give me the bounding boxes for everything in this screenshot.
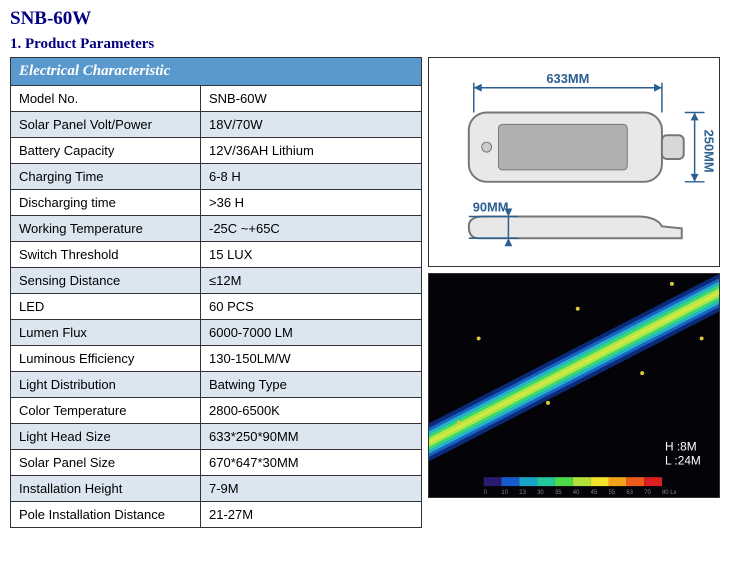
- svg-text:30: 30: [538, 490, 545, 496]
- spec-value: 12V/36AH Lithium: [201, 138, 422, 164]
- spec-label: Lumen Flux: [11, 320, 201, 346]
- spec-value: 6-8 H: [201, 164, 422, 190]
- svg-text:35: 35: [555, 490, 562, 496]
- table-row: Light Head Size633*250*90MM: [11, 424, 422, 450]
- spec-label: Working Temperature: [11, 216, 201, 242]
- spec-label: Light Distribution: [11, 372, 201, 398]
- spec-table-header: Electrical Characteristic: [11, 58, 422, 86]
- spec-label: Pole Installation Distance: [11, 502, 201, 528]
- spec-value: 15 LUX: [201, 242, 422, 268]
- spec-table: Electrical Characteristic Model No.SNB-6…: [10, 57, 422, 528]
- table-row: Solar Panel Volt/Power18V/70W: [11, 112, 422, 138]
- spec-label: Model No.: [11, 86, 201, 112]
- heatmap-l-label: L :24M: [665, 453, 701, 467]
- table-row: Light DistributionBatwing Type: [11, 372, 422, 398]
- table-row: Sensing Distance≤12M: [11, 268, 422, 294]
- table-row: Charging Time6-8 H: [11, 164, 422, 190]
- svg-text:70: 70: [645, 490, 652, 496]
- table-row: Switch Threshold15 LUX: [11, 242, 422, 268]
- spec-label: Switch Threshold: [11, 242, 201, 268]
- spec-value: 6000-7000 LM: [201, 320, 422, 346]
- spec-table-body: Model No.SNB-60WSolar Panel Volt/Power18…: [11, 86, 422, 528]
- spec-label: Discharging time: [11, 190, 201, 216]
- depth-label: 90MM: [473, 200, 509, 215]
- svg-text:45: 45: [591, 490, 598, 496]
- width-label: 633MM: [547, 71, 590, 86]
- spec-label: Solar Panel Volt/Power: [11, 112, 201, 138]
- spec-label: Sensing Distance: [11, 268, 201, 294]
- svg-text:10: 10: [502, 490, 509, 496]
- table-row: Lumen Flux6000-7000 LM: [11, 320, 422, 346]
- heatmap-h-label: H :8M: [665, 439, 697, 453]
- table-row: Solar Panel Size670*647*30MM: [11, 450, 422, 476]
- table-row: Working Temperature-25C ~+65C: [11, 216, 422, 242]
- spec-value: -25C ~+65C: [201, 216, 422, 242]
- spec-value: 670*647*30MM: [201, 450, 422, 476]
- spec-value: 18V/70W: [201, 112, 422, 138]
- dimension-diagram: 633MM 250MM: [428, 57, 720, 267]
- spec-label: Luminous Efficiency: [11, 346, 201, 372]
- spec-label: Color Temperature: [11, 398, 201, 424]
- spec-value: 7-9M: [201, 476, 422, 502]
- spec-value: ≤12M: [201, 268, 422, 294]
- spec-value: 130-150LM/W: [201, 346, 422, 372]
- right-column: 633MM 250MM: [428, 57, 720, 498]
- spec-value: SNB-60W: [201, 86, 422, 112]
- spec-value: 633*250*90MM: [201, 424, 422, 450]
- spec-label: Charging Time: [11, 164, 201, 190]
- spec-value: >36 H: [201, 190, 422, 216]
- height-label: 250MM: [702, 130, 717, 173]
- table-row: Model No.SNB-60W: [11, 86, 422, 112]
- spec-label: LED: [11, 294, 201, 320]
- spec-value: 60 PCS: [201, 294, 422, 320]
- spec-value: 2800-6500K: [201, 398, 422, 424]
- table-row: Installation Height7-9M: [11, 476, 422, 502]
- section-heading: 1. Product Parameters: [10, 36, 720, 53]
- table-row: Battery Capacity12V/36AH Lithium: [11, 138, 422, 164]
- spec-value: 21-27M: [201, 502, 422, 528]
- table-row: Discharging time>36 H: [11, 190, 422, 216]
- spec-value: Batwing Type: [201, 372, 422, 398]
- svg-text:23: 23: [520, 490, 527, 496]
- table-row: LED60 PCS: [11, 294, 422, 320]
- table-row: Luminous Efficiency130-150LM/W: [11, 346, 422, 372]
- svg-text:63: 63: [627, 490, 634, 496]
- spec-label: Installation Height: [11, 476, 201, 502]
- heatmap-diagram: H :8M L :24M 0 10 23 30: [428, 273, 720, 498]
- product-title: SNB-60W: [10, 8, 720, 30]
- table-row: Pole Installation Distance21-27M: [11, 502, 422, 528]
- spec-label: Battery Capacity: [11, 138, 201, 164]
- spec-label: Light Head Size: [11, 424, 201, 450]
- svg-text:55: 55: [609, 490, 616, 496]
- main-content: Electrical Characteristic Model No.SNB-6…: [10, 57, 720, 528]
- table-row: Color Temperature2800-6500K: [11, 398, 422, 424]
- svg-text:80 Lx: 80 Lx: [662, 490, 677, 496]
- spec-label: Solar Panel Size: [11, 450, 201, 476]
- svg-text:40: 40: [573, 490, 580, 496]
